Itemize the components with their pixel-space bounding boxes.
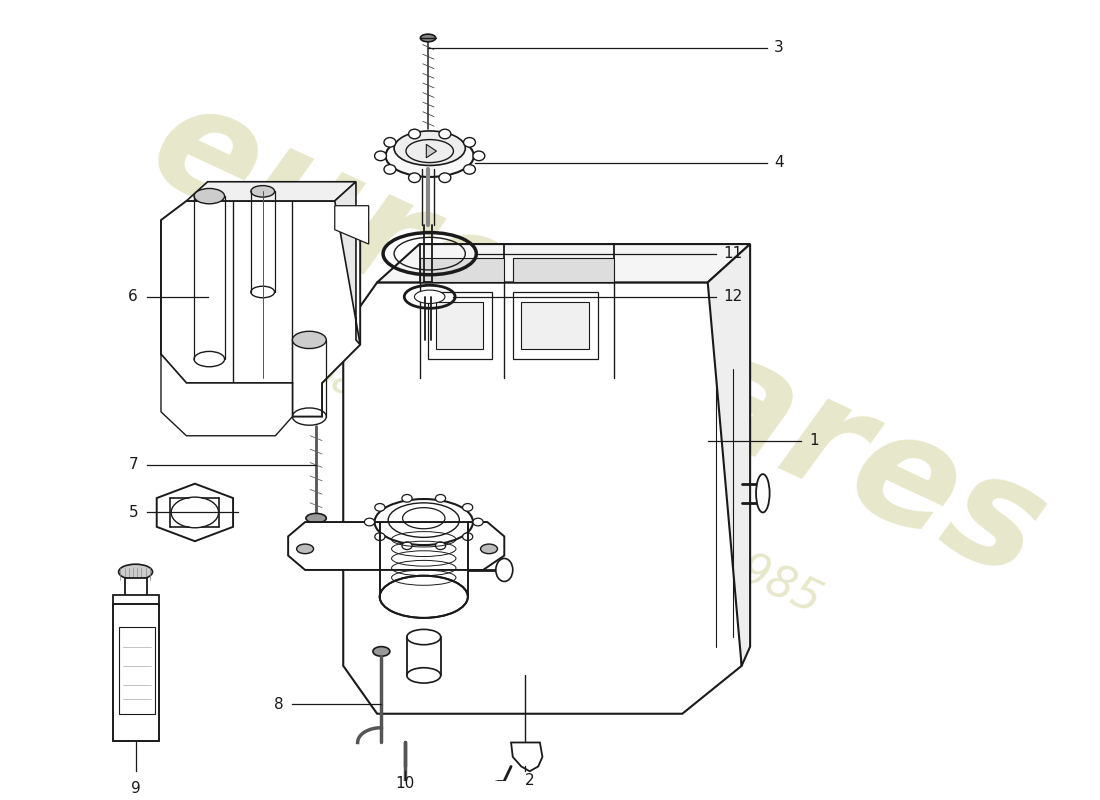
Ellipse shape	[373, 646, 389, 656]
Ellipse shape	[463, 503, 473, 511]
Ellipse shape	[420, 34, 436, 42]
Polygon shape	[334, 206, 368, 244]
Text: 7: 7	[129, 457, 139, 472]
Text: 1: 1	[810, 433, 820, 448]
Polygon shape	[512, 742, 542, 771]
Polygon shape	[288, 522, 504, 570]
Ellipse shape	[119, 564, 153, 579]
Ellipse shape	[384, 165, 396, 174]
Text: 3: 3	[773, 40, 783, 55]
Ellipse shape	[306, 514, 327, 523]
Ellipse shape	[473, 151, 485, 161]
Text: eurospares: eurospares	[129, 68, 1067, 611]
Polygon shape	[377, 244, 750, 282]
Text: 10: 10	[396, 776, 415, 791]
Bar	[437, 302, 483, 350]
Ellipse shape	[463, 138, 475, 147]
Text: passion for porsche 1985: passion for porsche 1985	[299, 345, 828, 622]
Text: 12: 12	[723, 290, 743, 304]
Polygon shape	[343, 282, 741, 714]
Ellipse shape	[394, 131, 465, 166]
Polygon shape	[156, 484, 233, 542]
Polygon shape	[419, 258, 504, 282]
Ellipse shape	[481, 544, 497, 554]
Ellipse shape	[375, 151, 386, 161]
Ellipse shape	[463, 533, 473, 541]
Polygon shape	[513, 258, 615, 282]
Polygon shape	[707, 244, 750, 666]
Polygon shape	[124, 578, 146, 597]
Bar	[428, 292, 492, 359]
Ellipse shape	[375, 503, 385, 511]
Ellipse shape	[439, 173, 451, 182]
Ellipse shape	[463, 165, 475, 174]
Text: 11: 11	[723, 246, 743, 261]
Polygon shape	[186, 182, 356, 201]
Ellipse shape	[386, 134, 474, 177]
Polygon shape	[112, 595, 160, 606]
Polygon shape	[427, 144, 437, 158]
Ellipse shape	[402, 494, 412, 502]
Text: 6: 6	[129, 290, 139, 304]
Ellipse shape	[473, 518, 483, 526]
Bar	[513, 292, 597, 359]
Bar	[119, 627, 155, 714]
Ellipse shape	[364, 518, 375, 526]
Ellipse shape	[293, 331, 327, 349]
Ellipse shape	[408, 130, 420, 138]
Polygon shape	[334, 182, 360, 345]
Polygon shape	[161, 354, 293, 436]
Bar	[521, 302, 590, 350]
Text: 5: 5	[129, 505, 139, 520]
Ellipse shape	[756, 474, 770, 513]
Ellipse shape	[415, 290, 446, 303]
Polygon shape	[112, 605, 160, 741]
Ellipse shape	[402, 542, 412, 550]
Ellipse shape	[194, 189, 224, 204]
Ellipse shape	[408, 173, 420, 182]
Ellipse shape	[297, 544, 313, 554]
Ellipse shape	[375, 533, 385, 541]
Text: 9: 9	[131, 781, 141, 796]
Ellipse shape	[251, 186, 275, 197]
Text: 8: 8	[274, 697, 284, 712]
Ellipse shape	[439, 130, 451, 138]
Ellipse shape	[436, 542, 446, 550]
Text: 4: 4	[773, 155, 783, 170]
Ellipse shape	[436, 494, 446, 502]
Ellipse shape	[496, 558, 513, 582]
Ellipse shape	[384, 138, 396, 147]
Polygon shape	[161, 201, 360, 417]
Ellipse shape	[492, 781, 508, 790]
Text: 2: 2	[525, 773, 535, 788]
